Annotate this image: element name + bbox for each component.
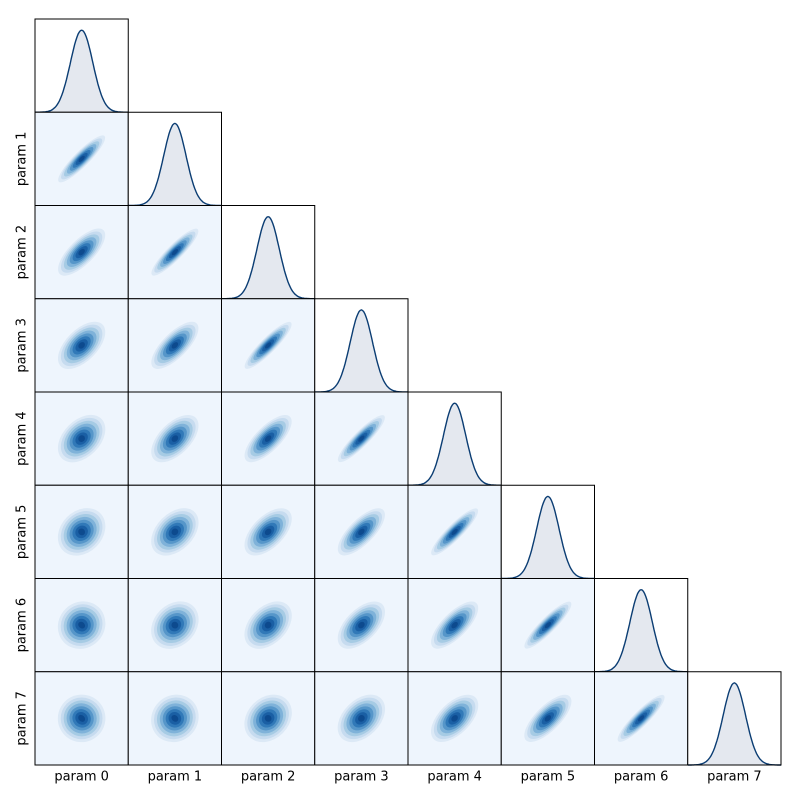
contours: [57, 321, 106, 370]
contours: [151, 228, 199, 276]
y-axis-label: param 4: [15, 411, 30, 466]
density-fill: [594, 589, 688, 672]
contours: [430, 694, 479, 743]
x-axis-label: param 0: [54, 770, 109, 785]
contours: [58, 228, 106, 276]
contours: [337, 415, 385, 463]
x-axis-label: param 2: [241, 770, 296, 785]
density-curve: [221, 215, 315, 300]
contours: [244, 321, 292, 369]
contours: [151, 508, 199, 556]
contours: [151, 694, 199, 743]
contour: [264, 714, 272, 722]
contours: [337, 694, 386, 743]
contour: [171, 248, 179, 256]
contours: [57, 508, 106, 556]
contours: [151, 321, 199, 369]
contour: [358, 435, 365, 442]
density-curve: [408, 402, 502, 486]
contours: [617, 694, 665, 742]
contours: [337, 601, 386, 649]
contours: [524, 601, 572, 649]
density-fill: [408, 403, 502, 486]
x-axis-label: param 1: [148, 770, 203, 785]
density-fill: [687, 682, 781, 765]
contours: [337, 508, 385, 556]
y-axis-label: param 2: [15, 225, 30, 280]
contours: [524, 694, 572, 742]
x-axis-label: param 4: [427, 770, 482, 785]
contours: [151, 414, 199, 463]
density-fill: [501, 496, 595, 579]
y-axis-label: param 5: [15, 505, 30, 560]
contour: [78, 248, 85, 256]
contours: [244, 601, 292, 649]
density-fill: [35, 30, 129, 113]
y-axis-label: param 7: [15, 691, 30, 746]
contour: [78, 435, 85, 442]
contour: [78, 155, 85, 163]
density-curve: [35, 29, 129, 113]
density-curve: [314, 309, 408, 393]
y-axis-label: param 6: [15, 598, 30, 653]
density-curve: [501, 495, 595, 580]
contour: [171, 342, 179, 349]
density-curve: [594, 588, 688, 673]
density-fill: [314, 309, 408, 392]
contour: [264, 621, 272, 629]
contour: [78, 528, 86, 536]
contours: [57, 601, 106, 649]
density-fill: [221, 216, 315, 299]
contour: [78, 714, 86, 722]
x-axis-label: param 3: [334, 770, 389, 785]
contours: [244, 508, 292, 556]
x-axis-label: param 5: [521, 770, 576, 785]
contour: [171, 621, 179, 629]
contours: [57, 694, 106, 743]
contour: [171, 528, 179, 536]
density-curve: [128, 122, 222, 207]
contour: [544, 621, 552, 629]
contour: [451, 621, 458, 629]
contour: [171, 714, 179, 722]
contour: [264, 528, 272, 536]
x-axis-label: param 6: [614, 770, 669, 785]
contours: [244, 694, 292, 743]
contour: [264, 342, 272, 349]
contour: [544, 715, 552, 722]
y-axis-label: param 1: [15, 132, 30, 187]
contour: [78, 342, 85, 349]
contours: [431, 508, 479, 556]
contours: [244, 415, 292, 463]
panel-frame: [687, 671, 782, 766]
x-axis-label: param 7: [707, 770, 762, 785]
contours: [58, 135, 106, 183]
contours: [57, 414, 106, 463]
contours: [431, 601, 479, 649]
contour: [358, 528, 365, 536]
contour: [451, 528, 458, 536]
contour: [637, 715, 645, 722]
y-axis-label: param 3: [15, 318, 30, 373]
contour: [451, 715, 458, 722]
contour: [78, 621, 86, 629]
density-fill: [128, 123, 222, 206]
contours: [151, 601, 199, 649]
density-curve: [687, 682, 781, 766]
contour: [358, 715, 365, 722]
contour: [171, 435, 179, 442]
contour: [358, 621, 365, 629]
contour: [264, 435, 272, 442]
